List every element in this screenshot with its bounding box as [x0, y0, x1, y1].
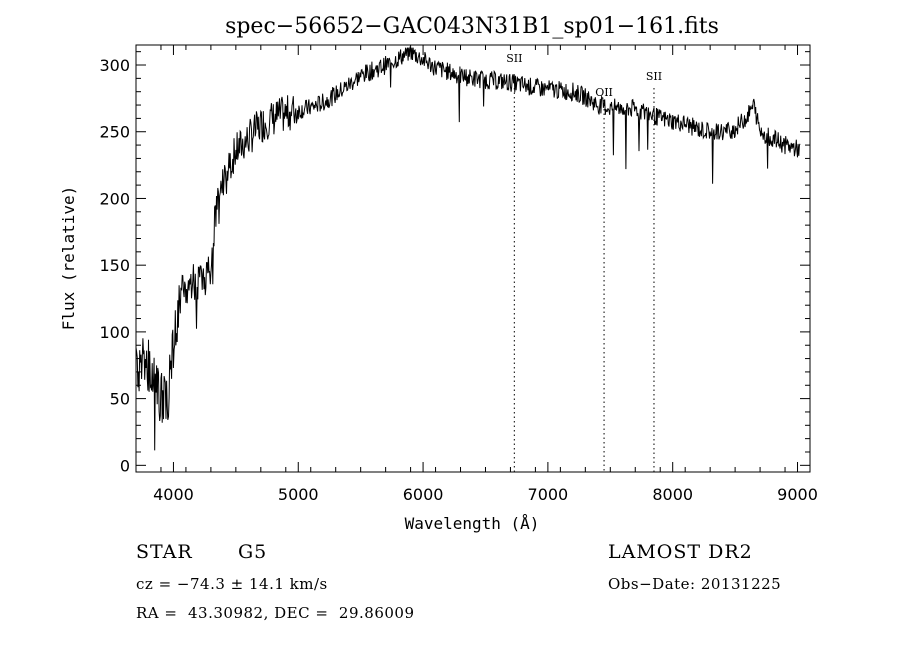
line-marker-label: SII	[506, 52, 522, 65]
class-label: STAR	[136, 541, 193, 563]
line-marker-label: OII	[595, 86, 613, 99]
x-tick-label: 8000	[652, 485, 693, 504]
chart-title: spec−56652−GAC043N31B1_sp01−161.fits	[225, 14, 719, 39]
y-tick-label: 50	[110, 390, 130, 409]
y-tick-label: 200	[99, 189, 130, 208]
plot-frame	[135, 44, 811, 473]
y-tick-label: 150	[99, 256, 130, 275]
spectrum-line	[135, 46, 801, 451]
x-tick-label: 5000	[278, 485, 319, 504]
ra-dec-coordinates: RA = 43.30982, DEC = 29.86009	[136, 604, 415, 622]
y-tick-label: 300	[99, 56, 130, 75]
line-marker-label: SII	[646, 70, 662, 83]
x-axis-label: Wavelength (Å)	[405, 514, 540, 533]
x-tick-label: 9000	[777, 485, 818, 504]
redshift-cz: cz = −74.3 ± 14.1 km/s	[136, 575, 328, 593]
observation-date: Obs−Date: 20131225	[608, 575, 782, 593]
x-tick-label: 4000	[153, 485, 194, 504]
y-axis-label: Flux (relative)	[59, 186, 78, 331]
axis-ticks: 4000 5000 6000 7000 8000 9000 0 50 100 150 200 250 3…	[99, 45, 818, 504]
emission-line-markers: SII OII SII	[506, 52, 662, 472]
y-tick-label: 0	[120, 456, 130, 475]
x-tick-label: 7000	[528, 485, 569, 504]
y-tick-label: 100	[99, 323, 130, 342]
x-tick-label: 6000	[403, 485, 444, 504]
subclass-label: G5	[238, 541, 268, 563]
survey-label: LAMOST DR2	[608, 541, 753, 563]
y-tick-label: 250	[99, 123, 130, 142]
